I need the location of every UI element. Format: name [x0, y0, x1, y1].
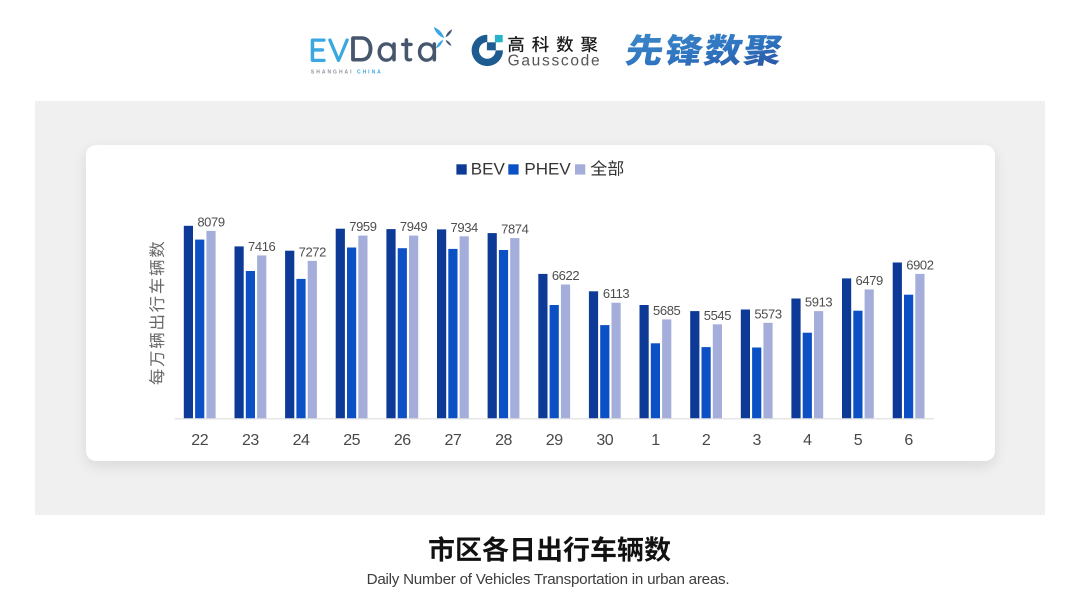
- svg-text:27: 27: [445, 432, 462, 449]
- svg-text:3: 3: [752, 432, 761, 449]
- svg-text:Daily Number of Vehicles Trans: Daily Number of Vehicles Transportation …: [367, 571, 730, 588]
- svg-text:25: 25: [343, 432, 360, 449]
- svg-text:SHANGHAI CHINA: SHANGHAI CHINA: [311, 70, 383, 76]
- svg-text:28: 28: [495, 432, 512, 449]
- svg-text:7934: 7934: [451, 220, 478, 235]
- svg-text:22: 22: [191, 432, 208, 449]
- svg-text:4: 4: [803, 432, 812, 449]
- svg-text:BEV: BEV: [471, 160, 506, 179]
- svg-text:26: 26: [394, 432, 411, 449]
- svg-text:5913: 5913: [805, 295, 832, 310]
- svg-text:5685: 5685: [653, 303, 680, 318]
- svg-text:2: 2: [702, 432, 711, 449]
- svg-text:6902: 6902: [906, 257, 933, 272]
- svg-text:7959: 7959: [349, 219, 376, 234]
- svg-text:6113: 6113: [603, 286, 630, 301]
- svg-text:30: 30: [596, 432, 613, 449]
- svg-text:29: 29: [546, 432, 563, 449]
- svg-text:8079: 8079: [197, 214, 224, 229]
- svg-text:6622: 6622: [552, 268, 579, 283]
- svg-text:6: 6: [904, 432, 913, 449]
- svg-text:7949: 7949: [400, 219, 427, 234]
- svg-text:Gausscode: Gausscode: [508, 53, 602, 70]
- svg-text:1: 1: [651, 432, 660, 449]
- svg-text:7272: 7272: [299, 244, 326, 259]
- svg-text:5: 5: [854, 432, 863, 449]
- svg-text:6479: 6479: [856, 273, 883, 288]
- svg-text:24: 24: [293, 432, 310, 449]
- svg-text:PHEV: PHEV: [524, 160, 571, 179]
- svg-text:5545: 5545: [704, 308, 731, 323]
- svg-text:5573: 5573: [754, 306, 781, 321]
- svg-text:23: 23: [242, 432, 259, 449]
- svg-text:7874: 7874: [501, 222, 528, 237]
- svg-text:7416: 7416: [248, 239, 275, 254]
